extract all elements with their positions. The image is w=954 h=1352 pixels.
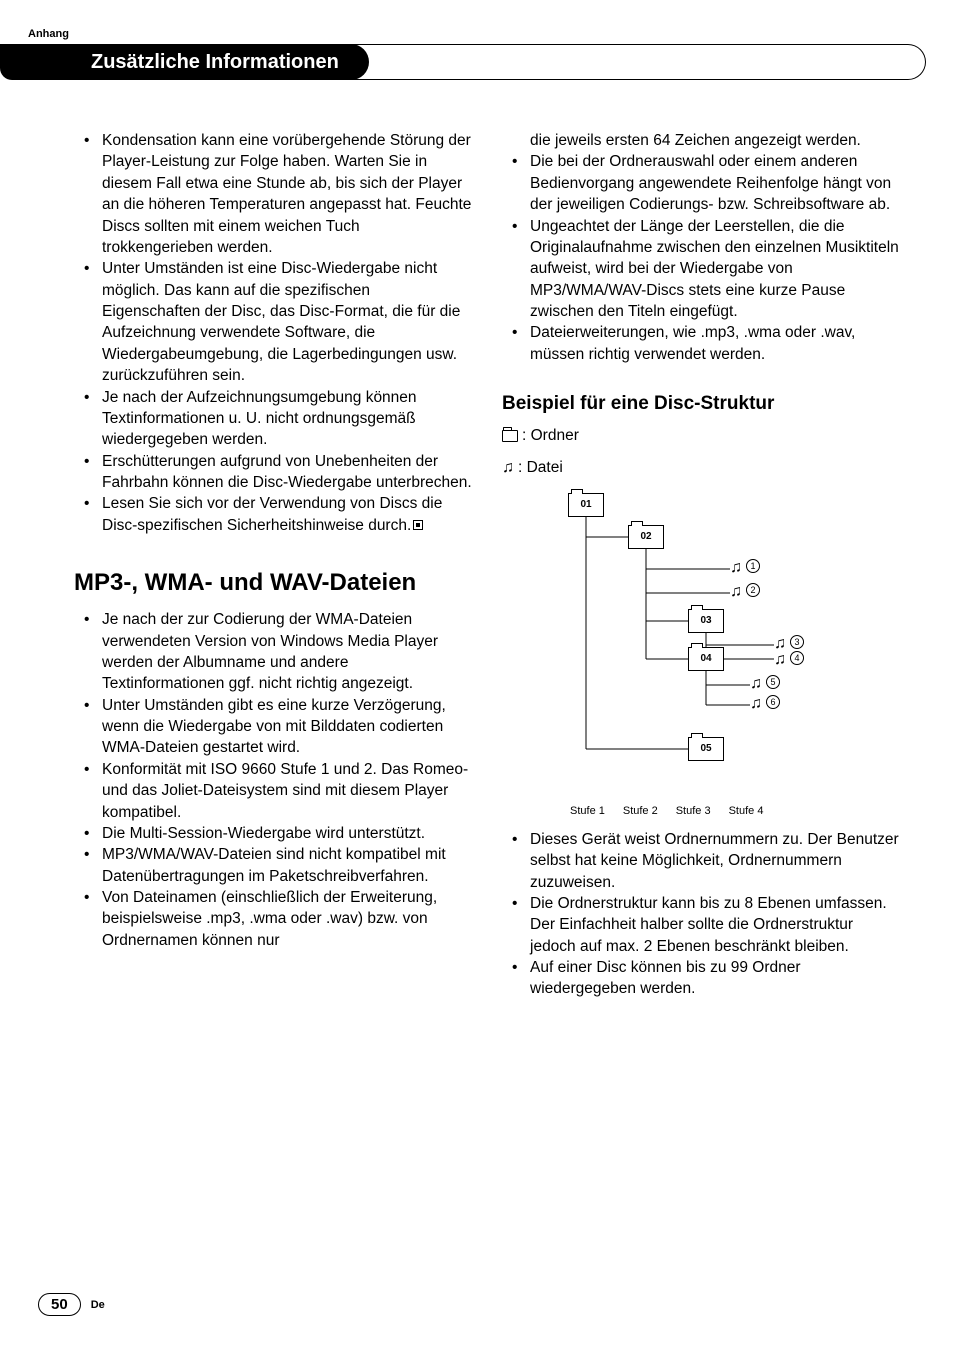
file-number: 5 [766,675,780,689]
list-item-text: Lesen Sie sich vor der Verwendung von Di… [102,495,442,533]
list-item: Die bei der Ordnerauswahl oder einem and… [502,151,900,215]
header-bar: Zusätzliche Informationen [0,44,954,80]
file-node: ♫2 [730,581,760,603]
folder-icon [502,430,518,442]
list-item: Unter Umständen gibt es eine kurze Verzö… [74,695,472,759]
list-item: Die Multi-Session-Wiedergabe wird unters… [74,823,472,844]
page-title: Zusätzliche Informationen [61,44,369,80]
file-node: ♫1 [730,557,760,579]
list-item: Lesen Sie sich vor der Verwendung von Di… [74,493,472,536]
folder-box: 05 [688,737,724,761]
list-item: Je nach der zur Codierung der WMA-Dateie… [74,609,472,695]
file-node: ♫4 [774,649,804,671]
heading-example: Beispiel für eine Disc-Struktur [502,391,900,417]
list-item: Ungeachtet der Länge der Leerstellen, di… [502,216,900,323]
disc-structure-diagram: 01 02 03 04 05 ♫1 ♫2 ♫3 ♫4 ♫5 ♫6 Stufe 1… [550,489,850,799]
legend-folder-label: : Ordner [522,425,579,446]
legend-file: ♫ : Datei [502,457,900,479]
folder-box: 04 [688,647,724,671]
list-item: Dateierweiterungen, wie .mp3, .wma oder … [502,322,900,365]
end-section-icon [413,520,423,530]
folder-box: 02 [628,525,664,549]
title-pill: Zusätzliche Informationen [62,44,926,80]
page-header: Anhang Zusätzliche Informationen [0,28,954,80]
list-item: Die Ordnerstruktur kann bis zu 8 Ebenen … [502,893,900,957]
list-item: Je nach der Aufzeichnungsumgebung können… [74,387,472,451]
list-item: Erschütterungen aufgrund von Unebenheite… [74,451,472,494]
bullet-list-right: Die bei der Ordnerauswahl oder einem and… [502,151,900,365]
bullet-list-top: Kondensation kann eine vorübergehende St… [74,130,472,536]
list-item: Kondensation kann eine vorübergehende St… [74,130,472,258]
file-number: 3 [790,635,804,649]
file-number: 1 [746,559,760,573]
list-item: Dieses Gerät weist Ordnernummern zu. Der… [502,829,900,893]
legend-file-label: : Datei [518,457,563,478]
level-label: Stufe 4 [729,804,764,819]
file-number: 2 [746,583,760,597]
header-black-tab [0,44,62,80]
page-footer: 50 De [38,1293,105,1316]
list-item: Konformität mit ISO 9660 Stufe 1 und 2. … [74,759,472,823]
file-node: ♫6 [750,693,780,715]
list-item: Unter Umständen ist eine Disc-Wiedergabe… [74,258,472,386]
level-label: Stufe 2 [623,804,658,819]
column-right: die jeweils ersten 64 Zeichen angezeigt … [502,130,900,1000]
list-item: MP3/WMA/WAV-Dateien sind nicht kompatibe… [74,844,472,887]
file-number: 4 [790,651,804,665]
page-language: De [91,1299,105,1311]
folder-box: 03 [688,609,724,633]
column-left: Kondensation kann eine vorübergehende St… [74,130,472,1000]
level-labels: Stufe 1 Stufe 2 Stufe 3 Stufe 4 [570,804,763,819]
file-node: ♫5 [750,673,780,695]
note-icon: ♫ [502,457,514,479]
level-label: Stufe 1 [570,804,605,819]
section-label: Anhang [28,28,954,40]
content: Kondensation kann eine vorübergehende St… [74,130,900,1000]
list-item: Von Dateinamen (einschließlich der Erwei… [74,887,472,951]
bullet-list-mp3: Je nach der zur Codierung der WMA-Dateie… [74,609,472,951]
bullet-list-tree: Dieses Gerät weist Ordnernummern zu. Der… [502,829,900,1000]
legend-folder: : Ordner [502,425,900,446]
file-number: 6 [766,695,780,709]
page-number: 50 [38,1293,81,1316]
heading-mp3: MP3-, WMA- und WAV-Dateien [74,566,472,599]
level-label: Stufe 3 [676,804,711,819]
continuation-text: die jeweils ersten 64 Zeichen angezeigt … [502,130,900,151]
list-item: Auf einer Disc können bis zu 99 Ordner w… [502,957,900,1000]
folder-box: 01 [568,493,604,517]
